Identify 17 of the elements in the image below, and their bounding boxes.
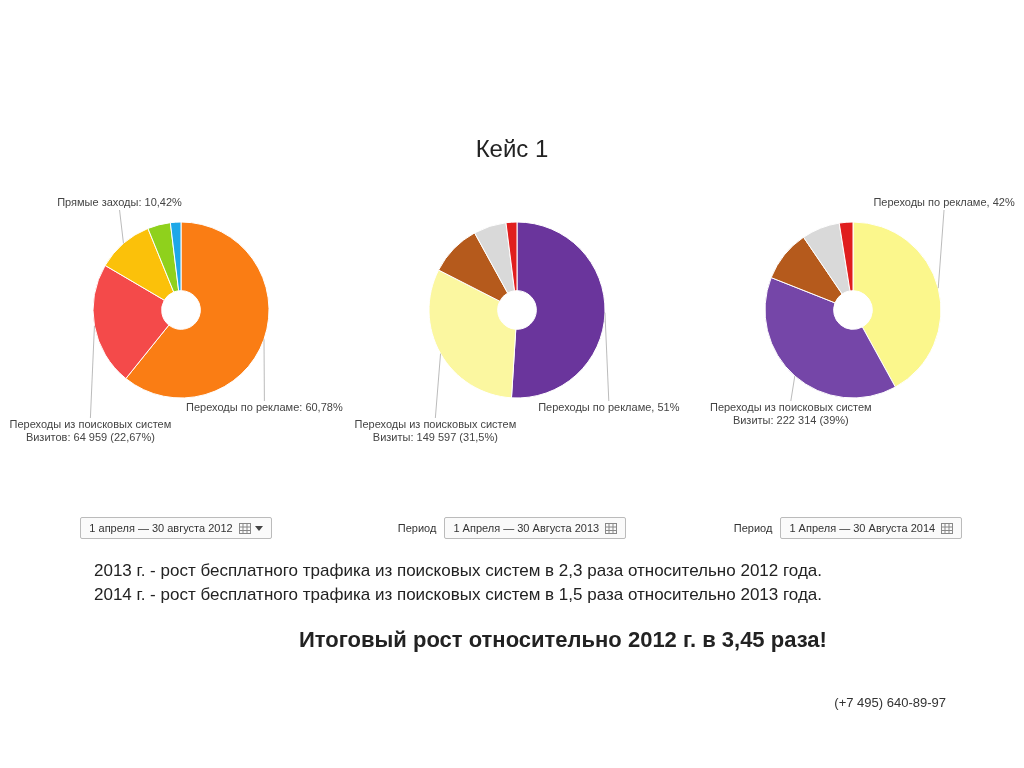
data-label: Переходы по рекламе, 42% [873, 196, 1015, 208]
text: Итоговый рост относительно 2012 г. в 3,45 раза! [299, 627, 828, 653]
data-label: Прямые заходы: 10,42% [57, 196, 183, 208]
data-label: Переходы по рекламе: 60,78% [186, 401, 343, 413]
data-label: Переходы из поисковых систем Визитов: 64 959 (22,67%) [9, 418, 172, 443]
text: 2013 г. - рост бесплатного трафика из поисковых систем в 2,3 раза относительно 2012 года. [94, 560, 823, 582]
text: Кейс 1 [475, 135, 549, 163]
text: (+7 495) 640-89-97 [833, 695, 947, 710]
data-label: Переходы из поисковых систем Визиты: 222 314 (39%) [709, 401, 872, 426]
text: 1 апреля — 30 августа 2012 [89, 522, 233, 534]
text: Период [733, 522, 773, 534]
text: Период [397, 522, 437, 534]
text: 1 Апреля — 30 Августа 2014 [789, 522, 936, 534]
text: 1 Апреля — 30 Августа 2013 [453, 522, 600, 534]
text: 2014 г. - рост бесплатного трафика из поисковых систем в 1,5 раза относительно 2013 года. [94, 584, 823, 606]
data-label: Переходы по рекламе, 51% [538, 401, 680, 413]
data-label: Переходы из поисковых систем Визиты: 149 597 (31,5%) [354, 418, 517, 443]
